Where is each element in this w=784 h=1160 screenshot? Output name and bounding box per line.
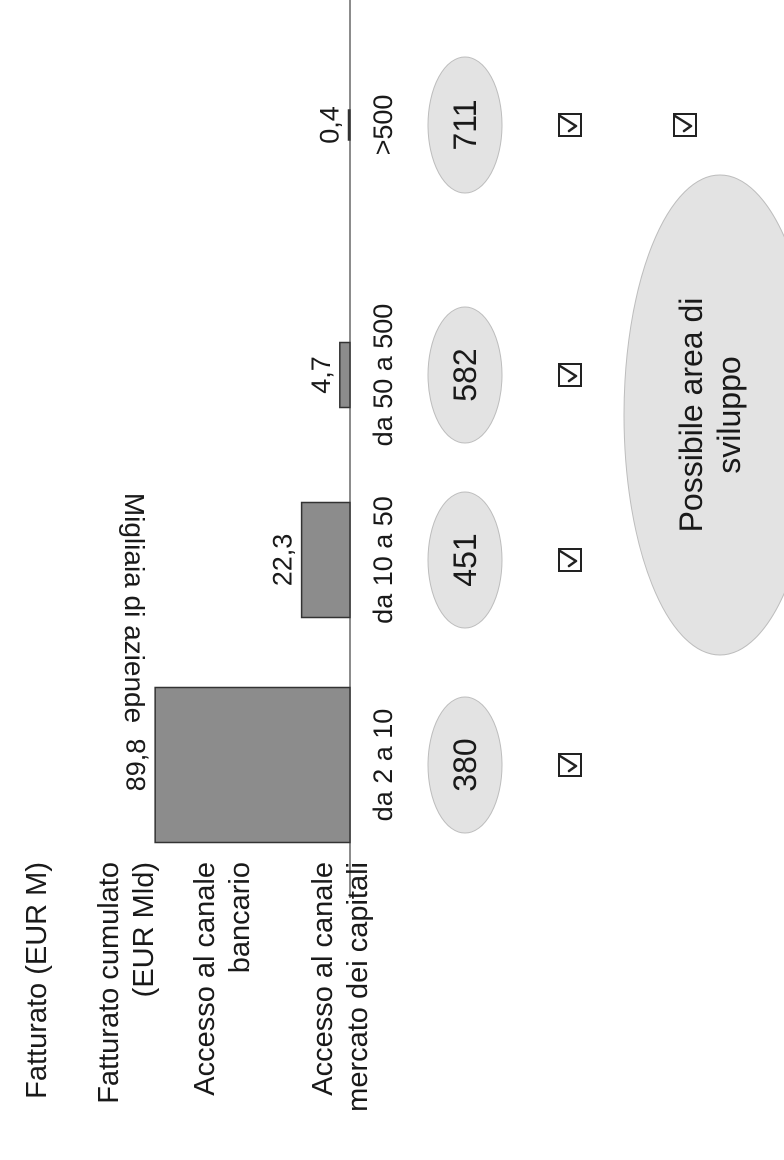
row-label-fatturato: Fatturato (EUR M) — [21, 862, 53, 1099]
bar — [339, 341, 351, 409]
cumulato-bubble — [427, 491, 503, 629]
y-axis-label: Migliaia di aziende — [119, 492, 150, 724]
development-area-line: Possibile area di — [673, 298, 709, 533]
cumulato-bubble — [427, 696, 503, 834]
cumulato-value: 380 — [447, 738, 483, 791]
cumulato-bubble — [427, 56, 503, 194]
development-area-ellipse — [623, 174, 784, 656]
category-label: >500 — [368, 95, 398, 156]
check-mark-icon — [558, 754, 578, 773]
development-area-line: sviluppo — [711, 356, 747, 473]
bar — [154, 686, 351, 844]
bancario-checkbox — [558, 113, 582, 137]
value-label: 0,4 — [315, 106, 345, 144]
row-label-accesso-mercato: Accesso al canale mercato dei capitali — [307, 862, 374, 1112]
bancario-checkbox — [558, 753, 582, 777]
cumulato-value: 711 — [447, 99, 483, 150]
row-label-fatturato-cumulato: Fatturato cumulato (EUR Mld) — [93, 862, 160, 1104]
bar — [300, 501, 351, 619]
mercato-checkbox — [673, 113, 697, 137]
check-mark-icon — [558, 549, 578, 568]
bancario-checkbox — [558, 548, 582, 572]
value-label: 22,3 — [268, 534, 298, 587]
value-label: 89,8 — [121, 739, 151, 792]
check-mark-icon — [558, 364, 578, 383]
check-mark-icon — [558, 114, 578, 133]
development-area-label: Possibile area disviluppo — [673, 298, 747, 533]
cumulato-value: 451 — [447, 533, 483, 586]
category-label: da 2 a 10 — [368, 709, 398, 822]
check-mark-icon — [673, 114, 693, 133]
bancario-checkbox — [558, 363, 582, 387]
cumulato-value: 582 — [447, 348, 483, 401]
row-label-accesso-bancario: Accesso al canale bancario — [189, 862, 256, 1096]
category-label: da 50 a 500 — [368, 304, 398, 447]
bar — [347, 109, 351, 141]
value-label: 4,7 — [306, 356, 336, 394]
category-label: da 10 a 50 — [368, 496, 398, 624]
cumulato-bubble — [427, 306, 503, 444]
